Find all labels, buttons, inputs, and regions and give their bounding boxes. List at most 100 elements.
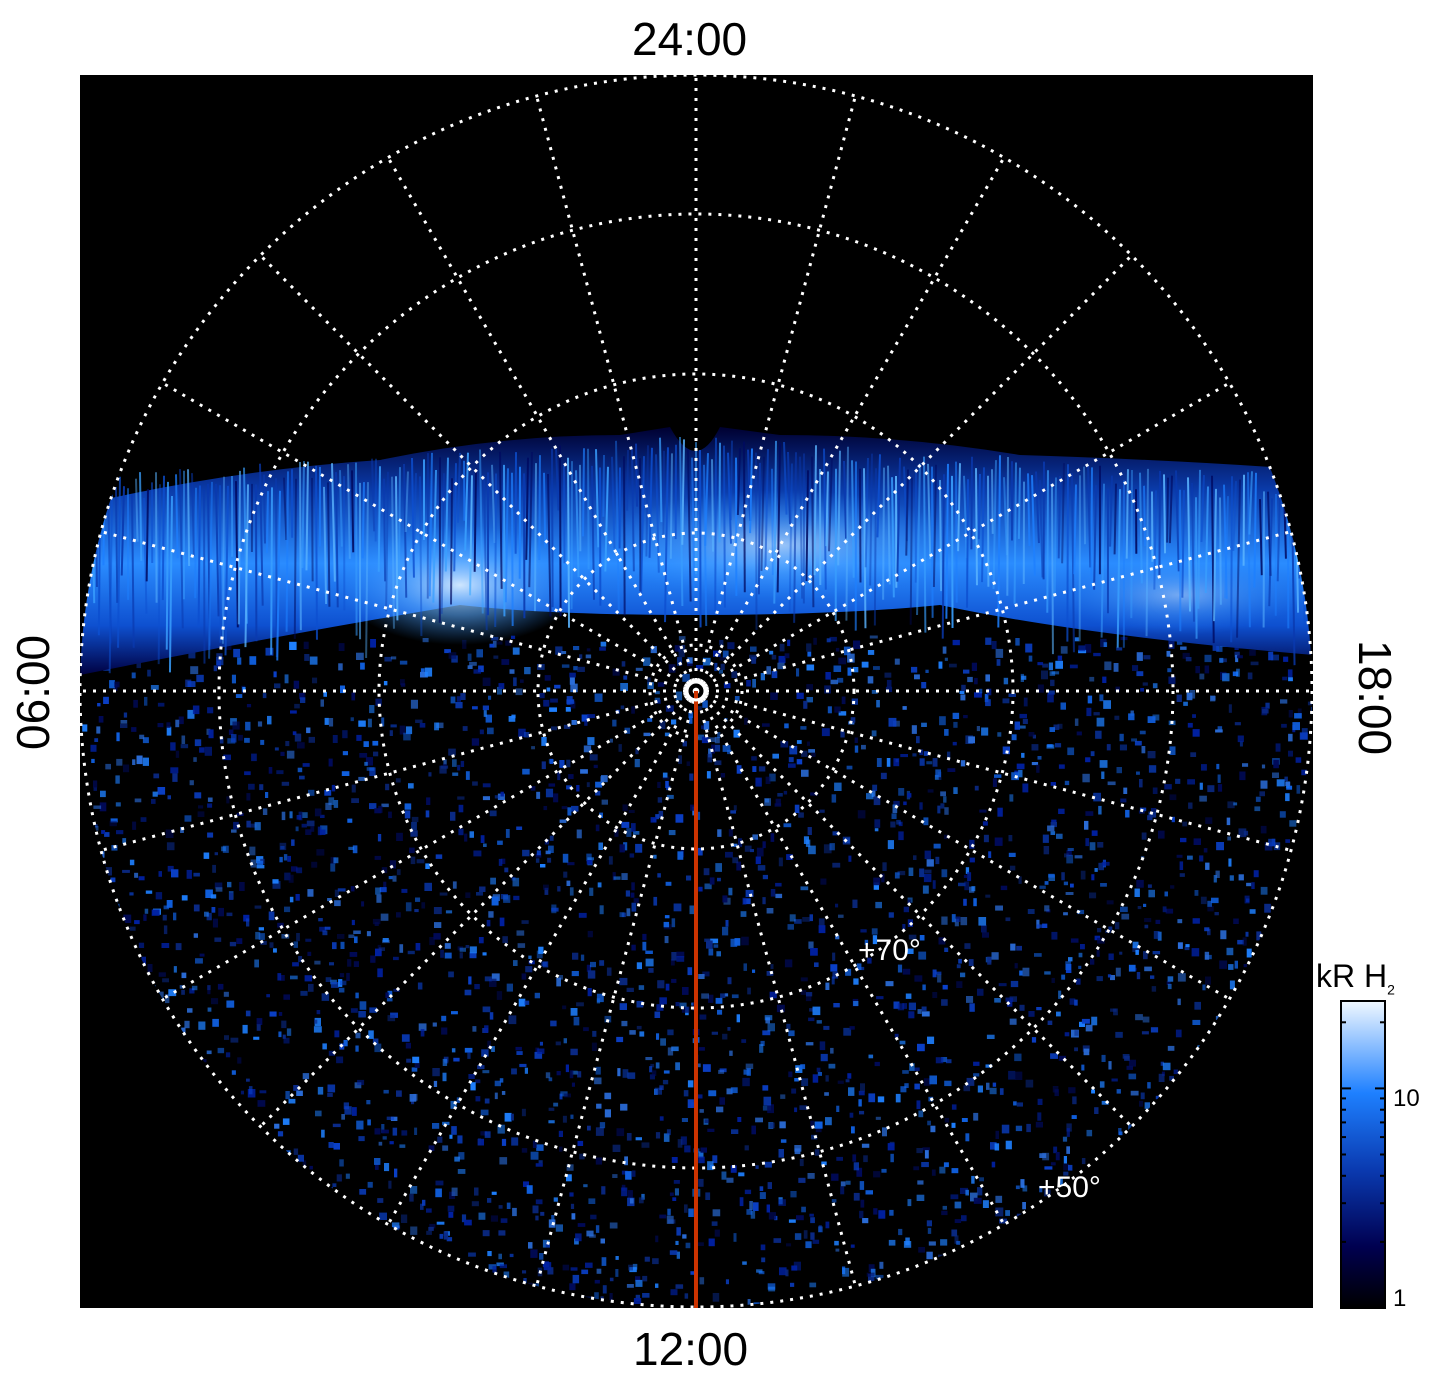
emission-speck <box>644 1256 650 1262</box>
emission-speck <box>1177 973 1186 982</box>
emission-speck <box>689 905 696 915</box>
emission-speck <box>331 982 339 988</box>
emission-speck <box>1176 694 1182 702</box>
emission-speck <box>932 758 938 767</box>
emission-speck <box>1237 939 1244 945</box>
emission-speck <box>358 1011 366 1018</box>
emission-speck <box>1168 640 1175 649</box>
emission-speck <box>741 936 749 946</box>
emission-speck <box>850 717 856 723</box>
auroral-streak <box>757 462 761 595</box>
emission-speck <box>1141 832 1147 840</box>
emission-speck <box>623 675 628 680</box>
emission-speck <box>464 1047 473 1053</box>
emission-speck <box>1147 1082 1151 1089</box>
emission-speck <box>433 933 441 940</box>
emission-speck <box>656 1033 660 1040</box>
emission-speck <box>278 1012 283 1016</box>
auroral-streak <box>845 446 849 621</box>
emission-speck <box>1244 895 1250 904</box>
emission-speck <box>960 1187 968 1194</box>
emission-speck <box>799 1105 808 1110</box>
emission-speck <box>1058 808 1065 814</box>
emission-speck <box>462 726 468 731</box>
auroral-streak <box>283 477 288 541</box>
emission-speck <box>1201 764 1207 771</box>
emission-speck <box>927 1120 931 1126</box>
emission-speck <box>655 814 660 820</box>
emission-speck <box>1234 651 1240 658</box>
emission-speck <box>847 653 855 663</box>
emission-speck <box>387 990 393 997</box>
emission-speck <box>829 636 837 642</box>
emission-speck <box>1211 897 1219 904</box>
emission-speck <box>581 714 589 722</box>
emission-speck <box>1100 638 1107 648</box>
emission-speck <box>733 805 737 811</box>
emission-speck <box>824 685 831 694</box>
emission-speck <box>732 857 739 864</box>
auroral-streak <box>604 466 609 572</box>
emission-speck <box>184 1020 190 1029</box>
colorbar-title: kR H2 <box>1316 958 1395 997</box>
emission-speck <box>227 881 232 888</box>
emission-speck <box>927 1036 935 1044</box>
emission-speck <box>932 880 936 889</box>
emission-speck <box>366 767 375 771</box>
emission-speck <box>1091 1089 1095 1094</box>
emission-speck <box>1234 960 1238 969</box>
emission-speck <box>641 1193 645 1200</box>
emission-speck <box>665 881 672 886</box>
auroral-streak <box>155 472 158 603</box>
auroral-streak <box>117 476 121 648</box>
emission-speck <box>313 1026 322 1033</box>
emission-speck <box>296 933 300 942</box>
auroral-streak <box>135 478 139 542</box>
emission-speck <box>1255 796 1261 802</box>
emission-speck <box>875 901 882 909</box>
emission-speck <box>536 1144 544 1151</box>
emission-speck <box>635 1294 641 1302</box>
auroral-streak <box>538 455 541 561</box>
emission-speck <box>233 821 239 830</box>
emission-speck <box>414 1061 420 1068</box>
emission-speck <box>671 719 677 725</box>
emission-speck <box>960 760 966 767</box>
emission-speck <box>714 662 718 672</box>
emission-speck <box>914 975 923 982</box>
emission-speck <box>720 663 725 670</box>
emission-speck <box>629 853 635 858</box>
emission-speck <box>812 1239 820 1244</box>
emission-speck <box>924 850 931 859</box>
emission-speck <box>392 875 397 882</box>
emission-speck <box>896 819 901 825</box>
emission-speck <box>744 717 748 725</box>
emission-speck <box>812 1074 819 1083</box>
emission-speck <box>790 1191 797 1198</box>
emission-speck <box>687 1099 694 1108</box>
emission-speck <box>524 1067 528 1074</box>
emission-speck <box>1147 716 1156 723</box>
emission-speck <box>1008 1070 1016 1080</box>
emission-speck <box>965 1189 969 1196</box>
emission-speck <box>1216 645 1223 652</box>
emission-speck <box>575 1233 582 1242</box>
emission-speck <box>801 769 809 777</box>
emission-speck <box>187 1008 193 1013</box>
auroral-streak <box>764 449 769 571</box>
emission-speck <box>816 1020 822 1024</box>
emission-speck <box>538 1160 543 1164</box>
emission-speck <box>984 693 989 703</box>
emission-speck <box>747 987 751 995</box>
emission-speck <box>387 1015 396 1022</box>
emission-speck <box>562 1115 567 1123</box>
emission-speck <box>518 998 526 1007</box>
emission-speck <box>1227 836 1231 841</box>
emission-speck <box>779 643 785 652</box>
emission-speck <box>289 811 293 819</box>
emission-speck <box>1074 718 1079 726</box>
emission-speck <box>1005 997 1014 1002</box>
emission-speck <box>1135 1014 1143 1021</box>
emission-speck <box>583 1027 589 1032</box>
emission-speck <box>367 1119 371 1126</box>
